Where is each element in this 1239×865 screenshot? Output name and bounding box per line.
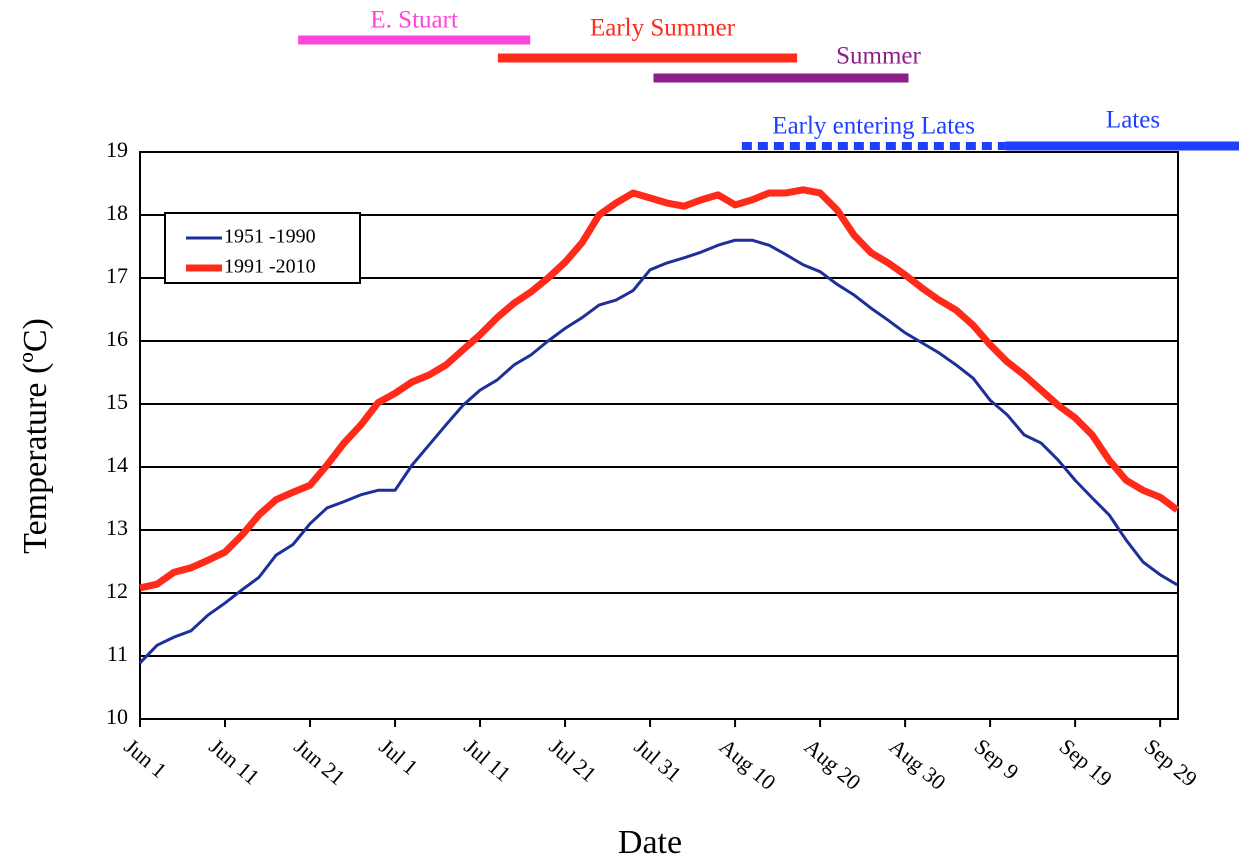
series-line <box>139 186 1180 592</box>
y-tick-label: 10 <box>106 704 128 729</box>
x-tick-label: Aug 30 <box>885 734 951 795</box>
x-tick-label: Jul 1 <box>375 734 423 780</box>
legend-label: 1951 -1990 <box>224 226 316 248</box>
y-tick-label: 12 <box>106 578 128 603</box>
x-tick-label: Jul 21 <box>545 734 602 787</box>
x-tick-label: Jul 31 <box>630 734 687 787</box>
y-tick-label: 13 <box>106 515 128 540</box>
x-tick-label: Sep 19 <box>1055 734 1117 792</box>
period-label: E. Stuart <box>370 7 458 34</box>
y-tick-label: 11 <box>107 641 128 666</box>
y-tick-label: 15 <box>106 389 128 414</box>
plot-frame <box>139 151 1179 720</box>
period-label: Lates <box>1106 107 1160 134</box>
period-label: Early Summer <box>590 15 736 42</box>
x-tick-label: Jun 21 <box>290 734 351 790</box>
period-label: Early entering Lates <box>772 113 975 140</box>
x-tick-label: Aug 20 <box>800 734 866 795</box>
x-tick-label: Sep 29 <box>1140 734 1202 792</box>
y-tick-label: 14 <box>106 452 128 477</box>
legend: 1951 -1990 1991 -2010 <box>164 212 361 284</box>
period-label: Summer <box>836 43 921 70</box>
y-axis-label: Temperature (ºC) <box>17 318 54 554</box>
y-tick-label: 18 <box>106 200 128 225</box>
x-tick-label: Jun 11 <box>205 734 265 790</box>
x-tick-label: Jun 1 <box>120 734 172 783</box>
legend-label: 1991 -2010 <box>224 256 316 278</box>
x-tick-label: Aug 10 <box>715 734 781 795</box>
series-line <box>138 238 1178 664</box>
x-tick-label: Sep 9 <box>970 734 1024 785</box>
y-tick-label: 16 <box>106 326 128 351</box>
y-tick-label: 19 <box>106 137 128 162</box>
x-axis-label: Date <box>618 824 682 861</box>
x-tick-label: Jul 11 <box>460 734 516 787</box>
y-tick-label: 17 <box>106 263 128 288</box>
